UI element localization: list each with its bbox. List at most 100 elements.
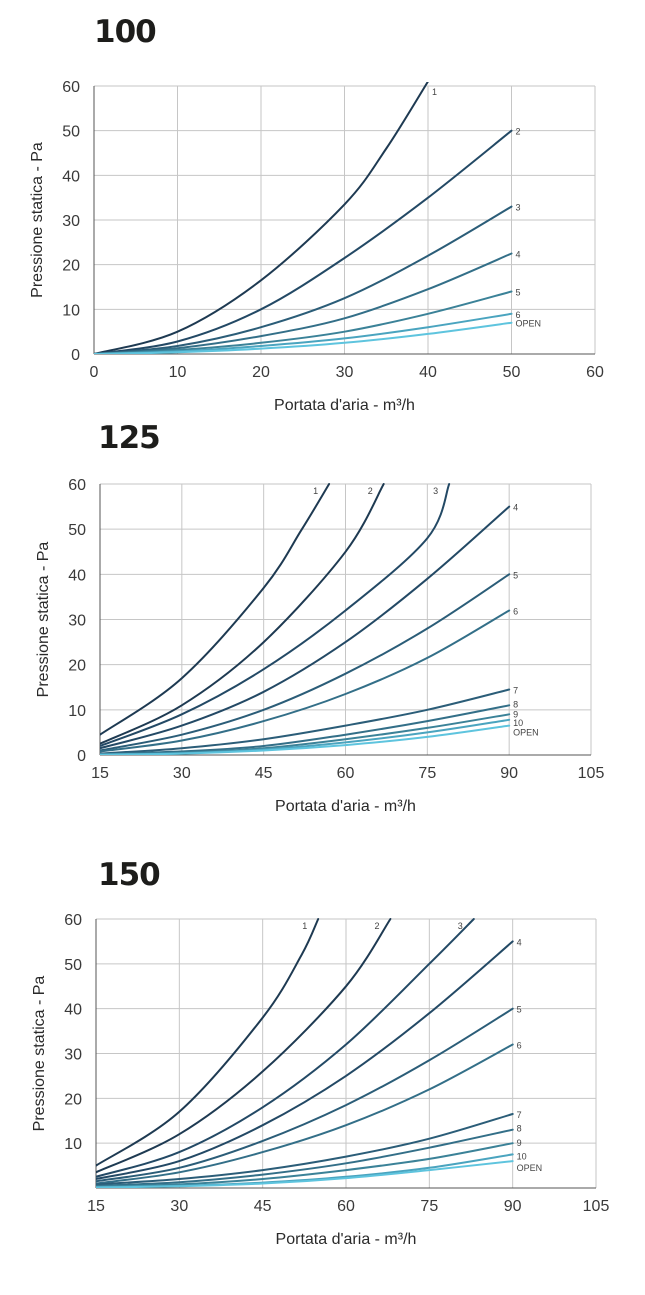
series-label-5: 5 bbox=[513, 570, 518, 580]
series-line-3 bbox=[94, 205, 513, 354]
series-line-2 bbox=[96, 918, 392, 1174]
x-tick-label: 20 bbox=[252, 364, 270, 381]
x-tick-label: 105 bbox=[583, 1198, 610, 1215]
x-tick-label: 50 bbox=[503, 364, 521, 381]
y-tick-label: 30 bbox=[64, 1047, 82, 1064]
series-line-1 bbox=[94, 82, 429, 354]
x-tick-label: 60 bbox=[337, 1198, 355, 1215]
x-axis-label: Portata d'aria - m³/h bbox=[275, 798, 416, 815]
series-label-1: 1 bbox=[432, 87, 437, 97]
y-tick-label: 60 bbox=[64, 912, 82, 929]
series-label-open: OPEN bbox=[513, 728, 539, 738]
y-tick-label: 40 bbox=[64, 1002, 82, 1019]
series-line-5 bbox=[96, 1007, 514, 1183]
series-label-6: 6 bbox=[517, 1041, 522, 1051]
series-line-open bbox=[96, 1160, 514, 1188]
series-label-3: 3 bbox=[433, 486, 438, 496]
chart-title: 100 bbox=[94, 14, 157, 50]
series-label-10: 10 bbox=[513, 718, 523, 728]
series-label-7: 7 bbox=[517, 1110, 522, 1120]
x-tick-label: 10 bbox=[169, 364, 187, 381]
x-tick-label: 45 bbox=[255, 765, 273, 782]
series-label-9: 9 bbox=[513, 709, 518, 719]
x-tick-label: 105 bbox=[578, 765, 605, 782]
series-line-6 bbox=[100, 609, 511, 753]
y-axis-label: Pressione statica - Pa bbox=[29, 142, 46, 298]
series-line-9 bbox=[96, 1142, 514, 1188]
series-label-10: 10 bbox=[517, 1151, 527, 1161]
x-axis-label: Portata d'aria - m³/h bbox=[276, 1231, 417, 1248]
x-tick-label: 30 bbox=[173, 765, 191, 782]
series-line-3 bbox=[96, 918, 475, 1178]
series-label-1: 1 bbox=[302, 921, 307, 931]
series-label-2: 2 bbox=[374, 921, 379, 931]
series-label-4: 4 bbox=[517, 937, 522, 947]
series-line-8 bbox=[100, 704, 511, 755]
series-label-8: 8 bbox=[517, 1124, 522, 1134]
x-tick-label: 40 bbox=[419, 364, 437, 381]
y-tick-label: 10 bbox=[64, 1136, 82, 1153]
series-label-8: 8 bbox=[513, 699, 518, 709]
chart-title: 125 bbox=[98, 420, 161, 456]
y-tick-label: 60 bbox=[62, 79, 80, 96]
y-tick-label: 60 bbox=[68, 477, 86, 494]
series-line-5 bbox=[94, 290, 513, 354]
y-tick-label: 40 bbox=[68, 567, 86, 584]
x-tick-label: 30 bbox=[170, 1198, 188, 1215]
y-tick-label: 40 bbox=[62, 168, 80, 185]
x-tick-label: 15 bbox=[87, 1198, 105, 1215]
series-line-7 bbox=[100, 688, 511, 755]
series-line-2 bbox=[100, 483, 385, 745]
series-line-open bbox=[100, 724, 511, 755]
x-axis-label: Portata d'aria - m³/h bbox=[274, 397, 415, 414]
series-line-5 bbox=[100, 573, 511, 752]
series-line-4 bbox=[94, 252, 513, 354]
x-tick-label: 15 bbox=[91, 765, 109, 782]
y-axis-label: Pressione statica - Pa bbox=[31, 976, 48, 1132]
series-label-5: 5 bbox=[516, 287, 521, 297]
x-tick-label: 90 bbox=[500, 765, 518, 782]
x-tick-label: 90 bbox=[504, 1198, 522, 1215]
series-label-open: OPEN bbox=[517, 1163, 543, 1173]
x-tick-label: 75 bbox=[418, 765, 436, 782]
series-line-2 bbox=[94, 129, 513, 354]
series-line-1 bbox=[96, 918, 320, 1167]
series-label-4: 4 bbox=[513, 503, 518, 513]
x-tick-label: 60 bbox=[586, 364, 604, 381]
series-line-3 bbox=[100, 483, 451, 747]
series-label-2: 2 bbox=[368, 486, 373, 496]
y-tick-label: 0 bbox=[71, 347, 80, 364]
series-label-3: 3 bbox=[516, 203, 521, 213]
series-line-4 bbox=[100, 505, 511, 750]
series-label-5: 5 bbox=[517, 1005, 522, 1015]
series-label-4: 4 bbox=[516, 250, 521, 260]
chart-title: 150 bbox=[98, 857, 161, 893]
y-axis-label: Pressione statica - Pa bbox=[35, 542, 52, 698]
series-line-7 bbox=[96, 1113, 514, 1186]
x-tick-label: 30 bbox=[336, 364, 354, 381]
y-tick-label: 20 bbox=[64, 1091, 82, 1108]
y-tick-label: 20 bbox=[68, 658, 86, 675]
series-label-3: 3 bbox=[458, 921, 463, 931]
series-label-6: 6 bbox=[513, 606, 518, 616]
y-tick-label: 10 bbox=[68, 703, 86, 720]
y-tick-label: 30 bbox=[62, 213, 80, 230]
y-tick-label: 50 bbox=[64, 957, 82, 974]
y-tick-label: 50 bbox=[62, 124, 80, 141]
series-line-6 bbox=[96, 1043, 514, 1185]
y-tick-label: 30 bbox=[68, 613, 86, 630]
y-tick-label: 0 bbox=[77, 748, 86, 765]
series-label-open: OPEN bbox=[516, 319, 542, 329]
series-label-6: 6 bbox=[516, 310, 521, 320]
series-line-1 bbox=[100, 483, 331, 736]
x-tick-label: 0 bbox=[90, 364, 99, 381]
series-label-2: 2 bbox=[516, 127, 521, 137]
x-tick-label: 75 bbox=[420, 1198, 438, 1215]
series-label-9: 9 bbox=[517, 1138, 522, 1148]
x-tick-label: 45 bbox=[254, 1198, 272, 1215]
y-tick-label: 10 bbox=[62, 302, 80, 319]
series-label-7: 7 bbox=[513, 686, 518, 696]
x-tick-label: 60 bbox=[337, 765, 355, 782]
